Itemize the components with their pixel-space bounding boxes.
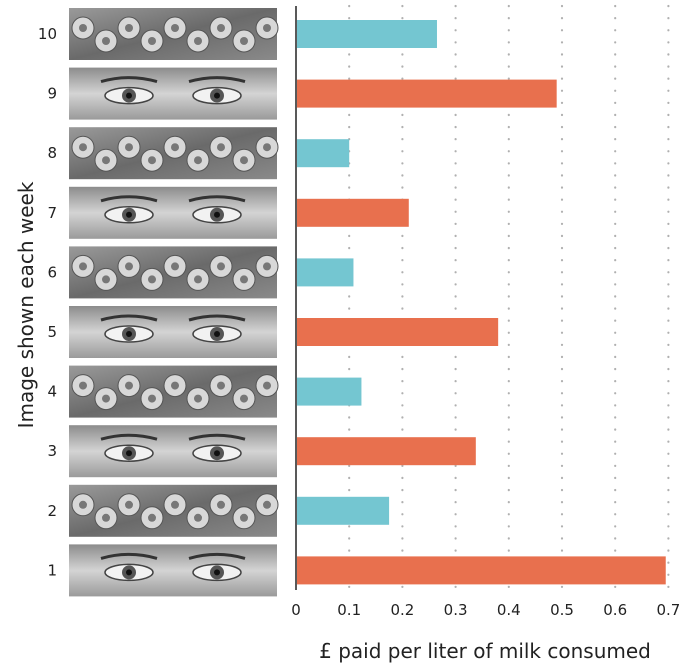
- x-tick-labels: 0 0.1 0.2 0.3 0.4 0.5 0.6 0.7: [291, 601, 680, 619]
- bar: [297, 139, 350, 168]
- x-tick-label: 0.4: [497, 601, 521, 619]
- eyes-image: [69, 544, 277, 597]
- y-axis-title: Image shown each week: [14, 181, 38, 428]
- x-tick-label: 0.1: [337, 601, 361, 619]
- category-label: 1: [47, 561, 57, 579]
- x-tick-label: 0.5: [550, 601, 574, 619]
- category-label: 10: [38, 25, 57, 43]
- eyes-image: [69, 186, 277, 239]
- bar: [297, 198, 409, 227]
- category-label: 6: [47, 263, 57, 281]
- category-images: [69, 8, 279, 597]
- bar: [297, 258, 354, 287]
- flowers-image: [69, 365, 279, 418]
- category-label: 5: [47, 323, 57, 341]
- bar: [297, 20, 437, 48]
- x-tick-label: 0.7: [656, 601, 680, 619]
- category-label: 7: [47, 204, 57, 222]
- bar: [297, 556, 666, 585]
- category-label: 2: [47, 502, 57, 520]
- flowers-image: [69, 127, 279, 180]
- bars: [297, 20, 666, 585]
- x-tick-label: 0: [291, 601, 301, 619]
- flowers-image: [69, 246, 279, 299]
- x-axis-title: £ paid per liter of milk consumed: [319, 639, 651, 663]
- bar: [297, 496, 390, 525]
- x-tick-label: 0.2: [390, 601, 414, 619]
- bar: [297, 437, 476, 466]
- eyes-image: [69, 306, 277, 358]
- bar: [297, 79, 557, 108]
- flowers-image: [69, 8, 279, 60]
- flowers-image: [69, 484, 279, 537]
- bar: [297, 377, 362, 406]
- x-tick-label: 0.6: [603, 601, 627, 619]
- category-labels: 10 9 8 7 6 5 4 3 2 1: [38, 25, 57, 579]
- x-tick-label: 0.3: [444, 601, 468, 619]
- category-label: 9: [47, 85, 57, 103]
- eyes-image: [69, 67, 277, 120]
- bar: [297, 318, 499, 346]
- eyes-image: [69, 425, 277, 478]
- category-label: 3: [47, 442, 57, 460]
- category-label: 8: [47, 144, 57, 162]
- category-label: 4: [47, 383, 57, 401]
